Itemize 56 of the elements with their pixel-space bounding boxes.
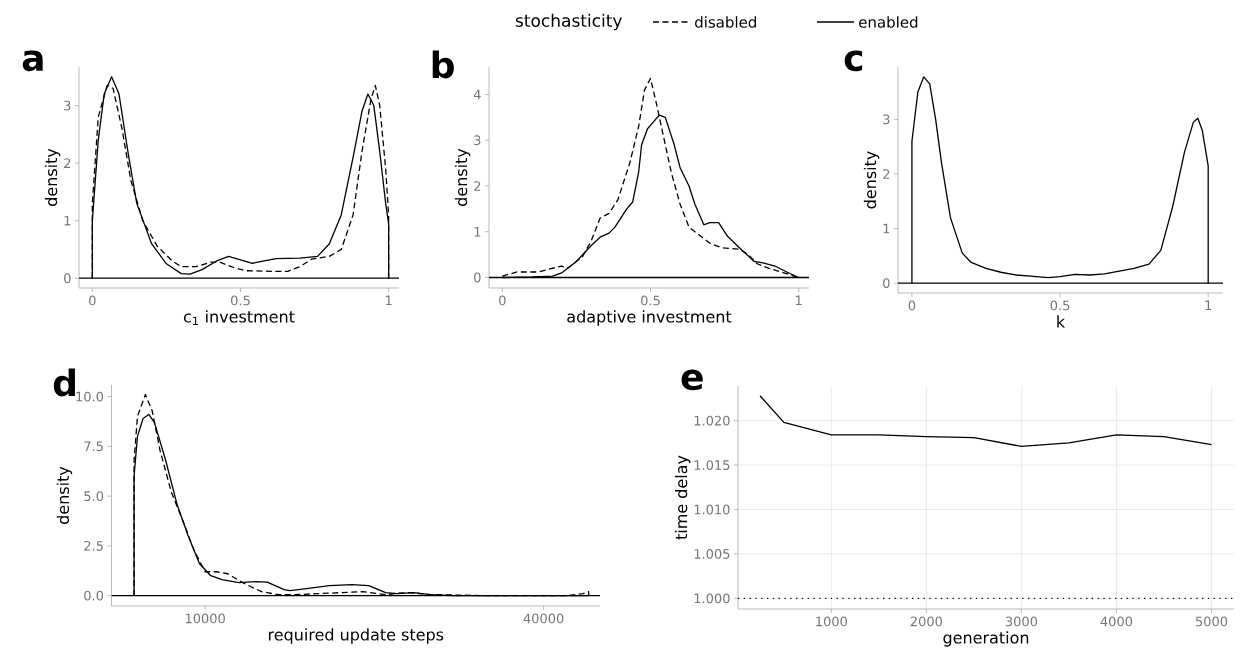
y-tick-label: 1.015 xyxy=(694,460,730,470)
x-tick-label: 4000 xyxy=(1100,616,1133,627)
x-tick-label: 5000 xyxy=(1195,616,1228,627)
x-tick-label: 10000 xyxy=(185,613,225,624)
chart-title: e xyxy=(681,369,703,391)
y-axis-title: density xyxy=(44,148,61,206)
x-tick-label: 3000 xyxy=(1005,616,1038,627)
y-tick-label: 2.5 xyxy=(84,540,103,551)
x-axis-title: generation xyxy=(943,631,1029,647)
y-axis-title: density xyxy=(56,466,73,524)
y-tick-label: 0 xyxy=(64,273,71,284)
legend-label: enabled xyxy=(859,16,918,28)
x-tick-label: 0 xyxy=(499,295,506,306)
y-tick-label: 0.0 xyxy=(84,590,104,601)
x-tick-label: 2000 xyxy=(910,616,943,627)
legend-label: disabled xyxy=(695,16,756,28)
x-axis-title: k xyxy=(1057,315,1066,328)
y-tick-label: 4 xyxy=(473,89,481,100)
y-tick-label: 1.005 xyxy=(694,549,730,559)
y-tick-label: 3 xyxy=(474,135,481,146)
y-axis-title: time delay xyxy=(674,455,691,540)
legend-title: stochasticity xyxy=(515,13,622,31)
y-tick-label: 0 xyxy=(474,272,481,283)
y-tick-label: 1 xyxy=(64,215,71,226)
x-tick-label: 0.5 xyxy=(641,295,660,306)
y-axis-title: density xyxy=(454,148,471,206)
y-tick-label: 1 xyxy=(474,226,481,237)
y-tick-label: 2 xyxy=(474,181,481,191)
x-tick-label: 1000 xyxy=(816,616,847,627)
y-tick-label: 1 xyxy=(883,223,890,234)
y-tick-label: 10.0 xyxy=(76,391,104,402)
y-tick-label: 1.010 xyxy=(694,504,730,515)
x-tick-label: 40000 xyxy=(523,613,564,624)
x-axis-title: required update steps xyxy=(268,628,444,644)
x-tick-label: 1 xyxy=(385,295,392,306)
y-tick-label: 2 xyxy=(64,158,71,168)
y-tick-label: 7.5 xyxy=(84,441,103,452)
x-tick-label: 0 xyxy=(908,300,916,311)
y-tick-label: 3 xyxy=(883,114,890,125)
x-axis-title: adaptive investment xyxy=(567,310,732,326)
x-tick-label: 0.5 xyxy=(1050,300,1070,311)
y-tick-label: 0 xyxy=(883,278,890,289)
chart-title: c xyxy=(844,50,863,72)
y-tick-label: 3 xyxy=(64,100,71,111)
x-tick-label: 1 xyxy=(795,295,802,306)
y-tick-label: 1.020 xyxy=(694,415,730,426)
x-tick-label: 0.5 xyxy=(231,295,250,306)
chart-title: a xyxy=(22,50,43,72)
chart-title: b xyxy=(432,50,454,79)
y-tick-label: 1.000 xyxy=(694,593,730,604)
chart-title: d xyxy=(53,368,75,397)
y-tick-label: 2 xyxy=(883,169,890,179)
x-axis-title: c$_{1}$ investment xyxy=(183,310,295,325)
y-tick-label: 5.0 xyxy=(84,491,104,502)
x-tick-label: 1 xyxy=(1205,300,1212,311)
y-axis-title: density xyxy=(863,151,880,209)
